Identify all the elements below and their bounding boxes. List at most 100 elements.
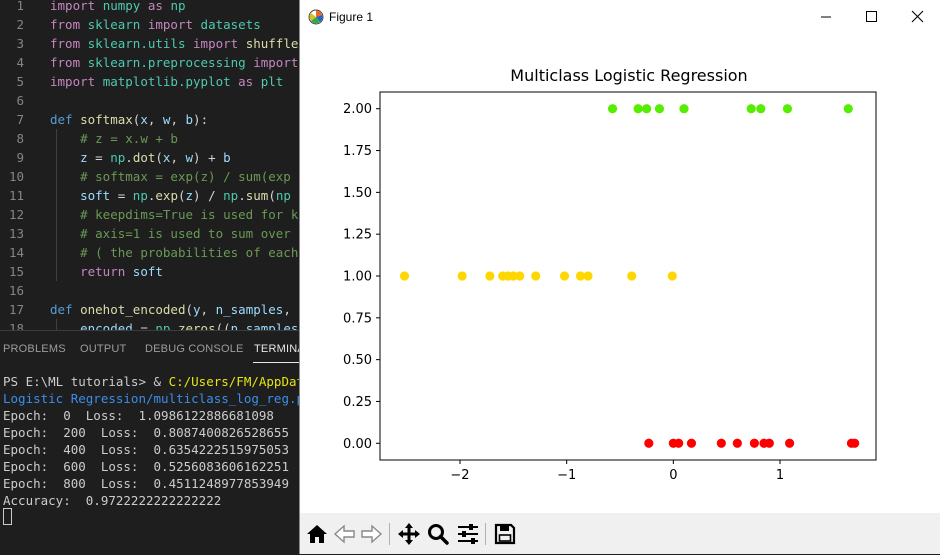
scatter-point-class-1: [399, 271, 410, 281]
scatter-point-class-2: [633, 104, 643, 114]
line-number: 1: [16, 0, 24, 13]
minimize-button[interactable]: [803, 0, 849, 34]
scatter-point-class-1: [667, 271, 677, 281]
figure-window: Figure 1 Multiclass Logistic Regression …: [299, 0, 940, 554]
scatter-point-class-0: [716, 438, 726, 448]
line-number: 7: [16, 112, 24, 127]
code-line: 7 def softmax(x, w, b):: [0, 110, 300, 129]
terminal-prompt: PS E:\ML tutorials> &: [3, 374, 169, 389]
line-number: 18: [8, 321, 24, 330]
y-tick-label: 0.25: [343, 395, 372, 410]
terminal-output-line: Accuracy: 0.9722222222222222: [3, 493, 222, 508]
scatter-point-class-1: [485, 271, 495, 281]
line-number: 13: [8, 226, 24, 241]
toolbar-separator: [389, 523, 390, 545]
code-line: 8 # z = x.w + b: [0, 129, 300, 148]
chart-title: Multiclass Logistic Regression: [510, 66, 747, 85]
y-tick-label: 1.25: [343, 228, 372, 243]
indent-guide: [56, 129, 57, 281]
terminal-command-line: PS E:\ML tutorials> & C:/Users/FM/AppDat…: [3, 373, 300, 390]
line-number: 6: [16, 93, 24, 108]
terminal-output-line: Epoch: 800 Loss: 0.4511248977853949: [3, 476, 289, 491]
terminal-output-line: Epoch: 600 Loss: 0.5256083606162251: [3, 459, 289, 474]
scatter-point-class-0: [644, 438, 654, 448]
scatter-point-class-0: [674, 438, 684, 448]
line-number: 3: [16, 36, 24, 51]
code-text: # z = x.w + b: [80, 131, 178, 146]
scatter-point-class-2: [843, 104, 853, 114]
code-text: encoded = np.zeros((n_samples: [80, 321, 299, 330]
plot-canvas: Multiclass Logistic Regression −2 −1 0 1 0.0…: [343, 66, 877, 483]
code-text: from sklearn.utils import shuffle: [50, 36, 299, 51]
scatter-point-class-1: [508, 271, 518, 281]
close-button[interactable]: [895, 0, 940, 34]
code-text: def onehot_encoded(y, n_samples,: [50, 302, 291, 317]
y-tick-label: 1.00: [343, 270, 372, 285]
scatter-point-class-2: [756, 104, 766, 114]
scatter-point-class-1: [559, 271, 570, 281]
terminal-script-path: Logistic Regression/multiclass_log_reg.p…: [3, 391, 300, 406]
y-tick-label: 1.50: [343, 186, 372, 201]
maximize-button[interactable]: [849, 0, 895, 34]
code-editor[interactable]: 1 import numpy as np 2 from sklearn import …: [0, 0, 300, 330]
home-icon[interactable]: [304, 521, 330, 547]
line-number: 15: [8, 264, 24, 279]
line-number: 16: [8, 283, 24, 298]
back-icon[interactable]: [332, 521, 358, 547]
y-tick-label: 0.50: [343, 353, 372, 368]
x-tick-label: 1: [776, 468, 784, 483]
code-text: from sklearn.preprocessing import: [50, 55, 299, 70]
scatter-point-class-1: [515, 271, 525, 281]
pan-icon[interactable]: [396, 521, 422, 547]
figure-toolbar: [300, 513, 940, 554]
scatter-point-class-0: [686, 438, 697, 448]
bottom-panel: PROBLEMS OUTPUT DEBUG CONSOLE TERMINAL P…: [0, 330, 300, 555]
code-line: 6: [0, 91, 300, 110]
tab-output[interactable]: OUTPUT: [80, 343, 127, 355]
line-number: 9: [16, 150, 24, 165]
scatter-point-class-2: [746, 104, 756, 114]
tab-problems[interactable]: PROBLEMS: [3, 343, 66, 355]
forward-icon[interactable]: [358, 521, 384, 547]
code-line: 14 # ( the probabilities of each: [0, 243, 300, 262]
terminal-cursor: [3, 508, 12, 525]
code-text: # keepdims=True is used for k: [80, 207, 299, 222]
code-text: # axis=1 is used to sum over: [80, 226, 291, 241]
line-number: 14: [8, 245, 24, 260]
terminal-output-line: Epoch: 400 Loss: 0.6354222515975053: [3, 442, 289, 457]
code-line: 9 z = np.dot(x, w) + b: [0, 148, 300, 167]
code-line: 12 # keepdims=True is used for k: [0, 205, 300, 224]
scatter-point-class-2: [654, 104, 665, 114]
tab-debug-console[interactable]: DEBUG CONSOLE: [145, 343, 244, 355]
code-line: 2 from sklearn import datasets: [0, 15, 300, 34]
scatter-point-class-1: [457, 271, 467, 281]
code-line: 1 import numpy as np: [0, 0, 300, 15]
zoom-icon[interactable]: [425, 521, 451, 547]
window-title: Figure 1: [329, 10, 374, 24]
code-line: 4 from sklearn.preprocessing import: [0, 53, 300, 72]
x-tick-label: 0: [669, 468, 677, 483]
code-line: 15 return soft: [0, 262, 300, 281]
save-icon[interactable]: [492, 521, 518, 547]
scatter-point-class-1: [531, 271, 541, 281]
configure-subplots-icon[interactable]: [455, 521, 481, 547]
code-text: # ( the probabilities of each: [80, 245, 299, 260]
code-line: 5 import matplotlib.pyplot as plt: [0, 72, 300, 91]
code-line: 18 encoded = np.zeros((n_samples: [0, 319, 300, 330]
active-tab-indicator: [253, 362, 300, 363]
matplotlib-icon: [308, 9, 324, 25]
y-tick-label: 1.75: [343, 144, 372, 159]
scatter-point-class-0: [732, 438, 742, 448]
code-text: # softmax = exp(z) / sum(exp: [80, 169, 291, 184]
code-text: return soft: [80, 264, 163, 279]
tab-terminal[interactable]: TERMINAL: [254, 343, 300, 355]
code-line: 13 # axis=1 is used to sum over: [0, 224, 300, 243]
line-number: 11: [8, 188, 24, 203]
indent-guide: [56, 319, 57, 330]
line-number: 5: [16, 74, 24, 89]
window-titlebar[interactable]: Figure 1: [300, 0, 940, 34]
code-line: 17 def onehot_encoded(y, n_samples,: [0, 300, 300, 319]
scatter-point-class-0: [749, 438, 759, 448]
terminal-output-line: Epoch: 0 Loss: 1.0986122886681098: [3, 408, 274, 423]
line-number: 2: [16, 17, 24, 32]
